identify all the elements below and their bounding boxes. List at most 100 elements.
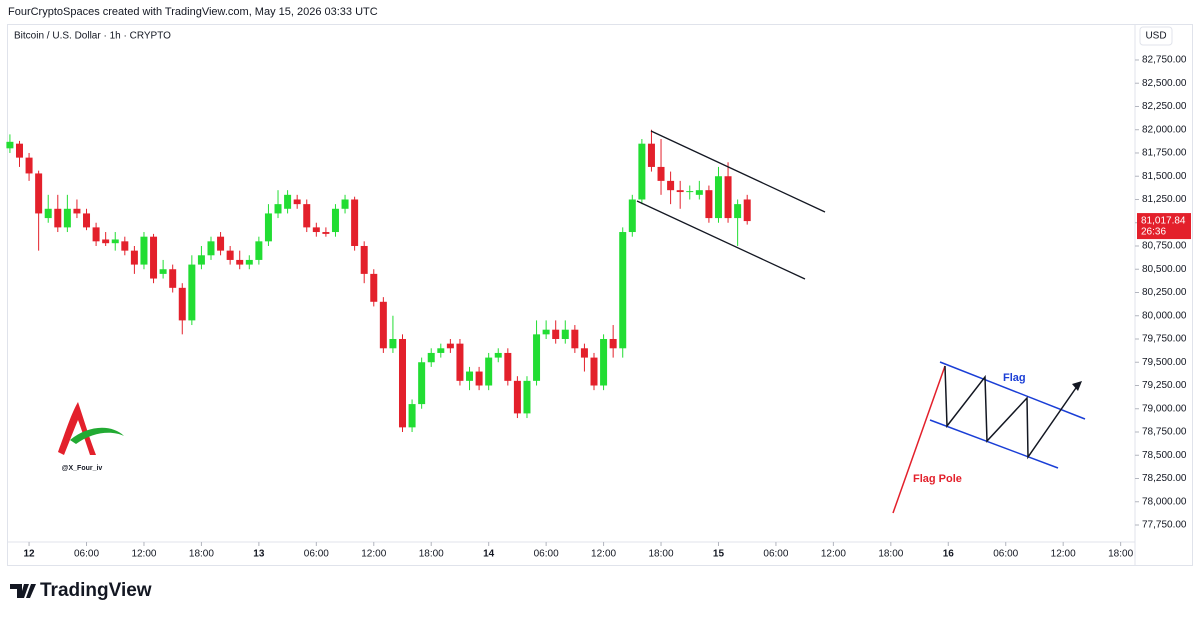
candle-body (150, 236, 158, 279)
candle-body (379, 301, 387, 349)
countdown: 26:36 (1141, 227, 1166, 238)
candle-body (647, 143, 655, 167)
y-tick-label: 79,000.00 (1142, 403, 1187, 414)
x-tick-label: 06:00 (304, 549, 329, 560)
candle-body (638, 143, 646, 200)
candle-body (73, 208, 81, 214)
currency[interactable]: USD (1145, 31, 1166, 42)
candle-body (705, 190, 713, 219)
candle-body (590, 357, 598, 386)
arrow-head (1072, 381, 1082, 391)
y-tick-label: 82,750.00 (1142, 55, 1187, 66)
candle-body (446, 343, 454, 349)
y-tick-label: 82,250.00 (1142, 101, 1187, 112)
candle-body (734, 204, 742, 219)
credit: FourCryptoSpaces created with TradingVie… (8, 6, 378, 18)
candle-body (427, 352, 435, 363)
last-price-label: 81,017.84 (1141, 216, 1186, 227)
candle-body (389, 338, 397, 349)
candle-body (25, 157, 33, 174)
candle-body (207, 241, 215, 256)
y-tick-label: 78,750.00 (1142, 427, 1187, 438)
candle-body (303, 204, 311, 228)
x-tick-label: 12:00 (591, 549, 616, 560)
candle-body (580, 348, 588, 358)
candle-body (494, 352, 502, 358)
x-tick-label: 18:00 (649, 549, 674, 560)
candle-body (370, 273, 378, 302)
candle-body (695, 190, 703, 195)
tv-icon (10, 584, 36, 598)
candle-body (686, 191, 694, 193)
currency-button[interactable] (1139, 26, 1173, 46)
y-tick-label: 81,750.00 (1142, 148, 1187, 159)
candle-body (600, 338, 608, 386)
chart-frame (7, 24, 1193, 566)
x-tick-label: 14 (483, 549, 495, 560)
candle-body (619, 232, 627, 349)
candle-body (456, 343, 464, 381)
candle-body (485, 357, 493, 386)
candle-body (724, 176, 732, 219)
x-tick-label: 18:00 (419, 549, 444, 560)
candle-body (83, 213, 91, 228)
x-tick-label: 12 (24, 549, 36, 560)
candle-body (197, 255, 205, 265)
candle-body (743, 199, 751, 222)
candle-body (561, 329, 569, 339)
candle-body (130, 250, 138, 265)
y-tick-label: 78,000.00 (1142, 496, 1187, 507)
candle-body (245, 259, 253, 265)
x-tick-label: 06:00 (993, 549, 1018, 560)
y-tick-label: 82,500.00 (1142, 78, 1187, 89)
flag-pole-line (892, 365, 946, 514)
candle-body (341, 199, 349, 209)
x-tick-label: 12:00 (1051, 549, 1076, 560)
y-tick-label: 80,750.00 (1142, 241, 1187, 252)
logo-swoosh (70, 427, 124, 444)
x-tick-label: 18:00 (1108, 549, 1133, 560)
flag-label: Flag (1003, 372, 1026, 384)
candle-body (714, 176, 722, 219)
candle-body (398, 338, 406, 428)
candle-body (274, 204, 282, 214)
x-tick-label: 13 (253, 549, 265, 560)
flag-channel (636, 130, 826, 280)
candle-body (571, 329, 579, 349)
trend-line (636, 200, 806, 280)
candle-body (504, 352, 512, 381)
y-tick-label: 80,500.00 (1142, 264, 1187, 275)
y-tick-label: 81,250.00 (1142, 194, 1187, 205)
x-tick-label: 16 (943, 549, 955, 560)
candle-body (513, 380, 521, 414)
flag-lower (929, 419, 1059, 469)
candle-body (628, 199, 636, 233)
candle-body (217, 236, 225, 251)
watermark: @X_Four_iv (62, 465, 103, 472)
y-tick-label: 79,250.00 (1142, 380, 1187, 391)
candle-body (63, 208, 71, 228)
symbol: Bitcoin / U.S. Dollar · 1h · CRYPTO (14, 31, 171, 42)
candle-body (264, 213, 272, 242)
candle-body (121, 241, 129, 251)
x-tick-label: 06:00 (534, 549, 559, 560)
candle-body (284, 194, 292, 209)
y-tick-label: 81,500.00 (1142, 171, 1187, 182)
candle-body (676, 190, 684, 193)
x-tick-label: 12:00 (131, 549, 156, 560)
y-tick-label: 80,250.00 (1142, 287, 1187, 298)
plot: 77,750.00 78,000.00 78,250.00 78,500.00 78,7… (6, 55, 1187, 560)
flag-pole-label: Flag Pole (913, 473, 962, 485)
candle-body (523, 380, 531, 414)
candle-body (418, 362, 426, 405)
candle-body (236, 259, 244, 265)
candle-body (35, 173, 43, 214)
logo-a (58, 402, 96, 455)
candle-body (609, 338, 617, 349)
y-tick-label: 82,000.00 (1142, 124, 1187, 135)
candle-body (657, 166, 665, 181)
candle-body (15, 143, 23, 158)
candle-body (293, 199, 301, 205)
